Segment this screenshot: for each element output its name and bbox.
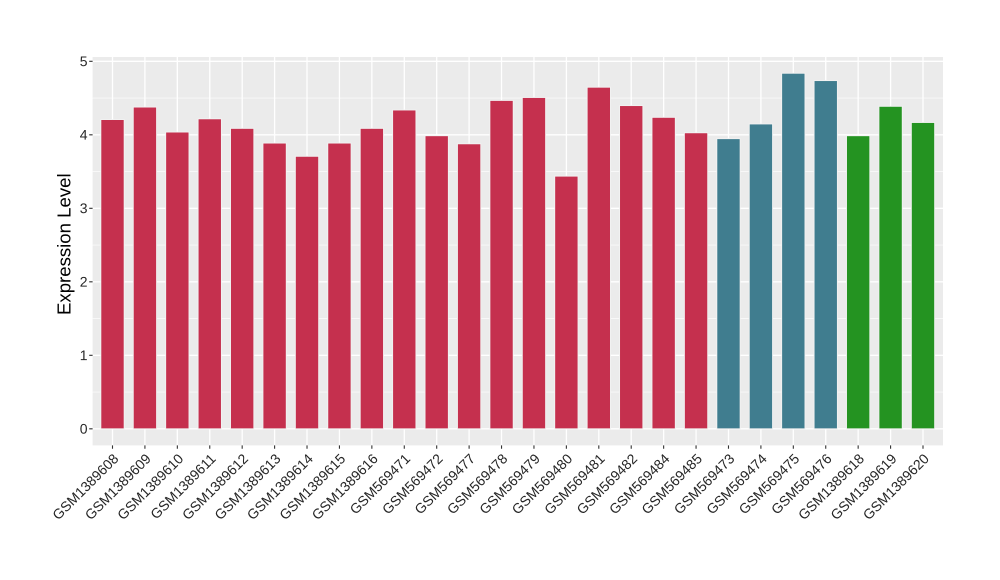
svg-text:1: 1 bbox=[80, 347, 88, 363]
svg-text:5: 5 bbox=[80, 53, 88, 69]
svg-text:0: 0 bbox=[80, 421, 88, 437]
svg-text:2: 2 bbox=[80, 274, 88, 290]
svg-text:3: 3 bbox=[80, 200, 88, 216]
svg-text:Expression Level: Expression Level bbox=[53, 173, 74, 315]
svg-text:4: 4 bbox=[80, 127, 88, 143]
